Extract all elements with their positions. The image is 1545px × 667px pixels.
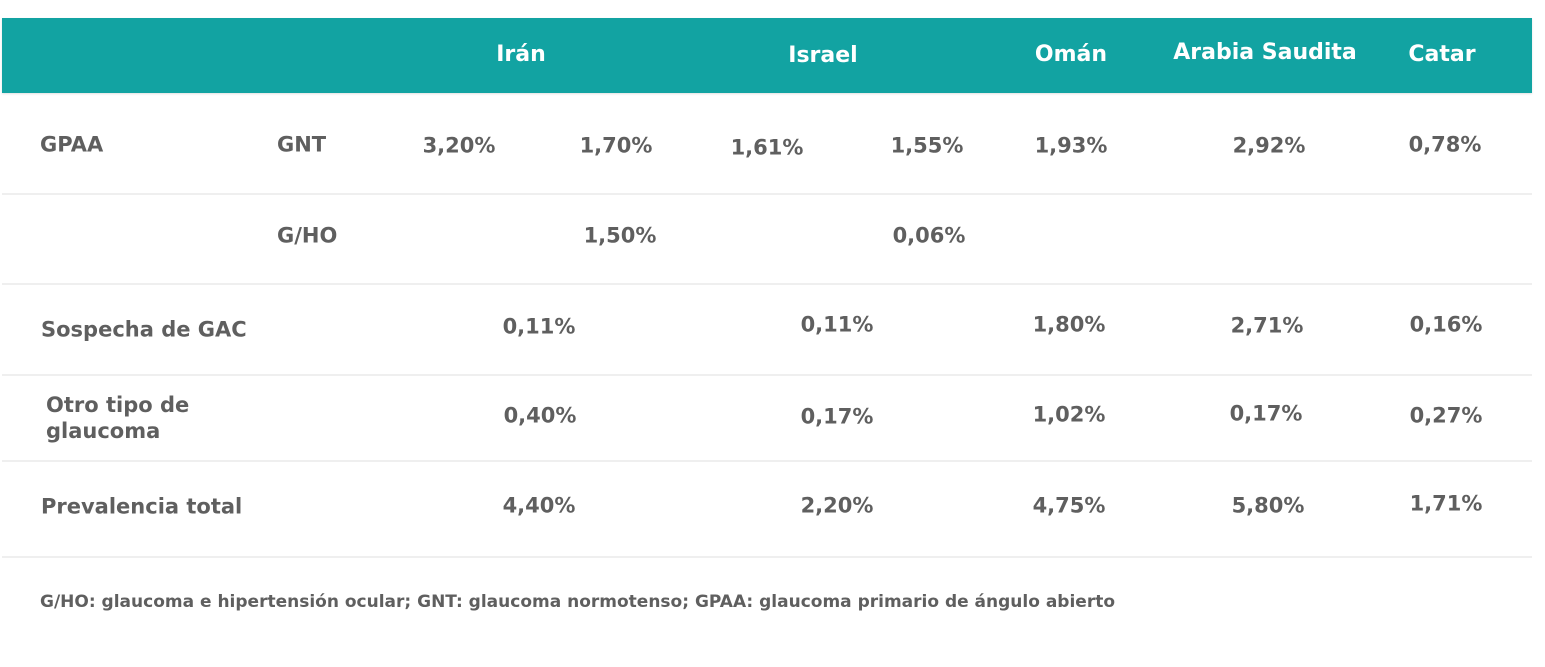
row-sublabel-gho: G/HO <box>277 223 338 248</box>
cell-total-iran: 4,40% <box>502 493 576 518</box>
cell-gnt-oman: 1,93% <box>1034 133 1108 158</box>
cell-otro-iran: 0,40% <box>503 403 577 428</box>
cell-gnt-israel-b: 1,55% <box>890 133 964 158</box>
header-col-oman: Omán <box>1034 42 1108 67</box>
row-label-prevalencia-total: Prevalencia total <box>41 494 243 519</box>
cell-gnt-iran-a: 3,20% <box>422 133 496 158</box>
cell-sospecha-iran: 0,11% <box>502 314 576 339</box>
row-label-gpaa: GPAA <box>40 132 104 157</box>
cell-sospecha-israel: 0,11% <box>800 312 874 337</box>
cell-gnt-israel-a: 1,61% <box>730 135 804 160</box>
row-divider <box>2 283 1532 285</box>
cell-otro-catar: 0,27% <box>1409 403 1483 428</box>
cell-sospecha-catar: 0,16% <box>1409 312 1483 337</box>
cell-gho-iran: 1,50% <box>583 223 657 248</box>
row-label-sospecha-gac: Sospecha de GAC <box>41 317 247 342</box>
table-footnote: G/HO: glaucoma e hipertensión ocular; GN… <box>40 592 1116 612</box>
table-header <box>2 18 1532 93</box>
cell-total-catar: 1,71% <box>1409 491 1483 516</box>
cell-otro-israel: 0,17% <box>800 404 874 429</box>
cell-otro-arabia-saudita: 0,17% <box>1229 401 1303 426</box>
header-col-iran: Irán <box>496 42 546 67</box>
cell-otro-oman: 1,02% <box>1032 402 1106 427</box>
cell-gho-israel: 0,06% <box>892 223 966 248</box>
cell-sospecha-oman: 1,80% <box>1032 312 1106 337</box>
row-divider <box>2 374 1532 376</box>
header-col-arabia-saudita: Arabia Saudita <box>1173 40 1357 65</box>
cell-gnt-arabia-saudita: 2,92% <box>1232 133 1306 158</box>
row-divider <box>2 556 1532 558</box>
row-divider <box>2 193 1532 195</box>
cell-total-israel: 2,20% <box>800 493 874 518</box>
cell-total-oman: 4,75% <box>1032 493 1106 518</box>
cell-gnt-catar: 0,78% <box>1408 132 1482 157</box>
row-label-otro-tipo-glaucoma: Otro tipo de glaucoma <box>46 393 190 443</box>
cell-total-arabia-saudita: 5,80% <box>1231 493 1305 518</box>
row-sublabel-gnt: GNT <box>277 132 327 157</box>
cell-gnt-iran-b: 1,70% <box>579 133 653 158</box>
row-divider <box>2 460 1532 462</box>
header-col-catar: Catar <box>1408 42 1476 67</box>
cell-sospecha-arabia-saudita: 2,71% <box>1230 313 1304 338</box>
header-col-israel: Israel <box>788 43 858 68</box>
